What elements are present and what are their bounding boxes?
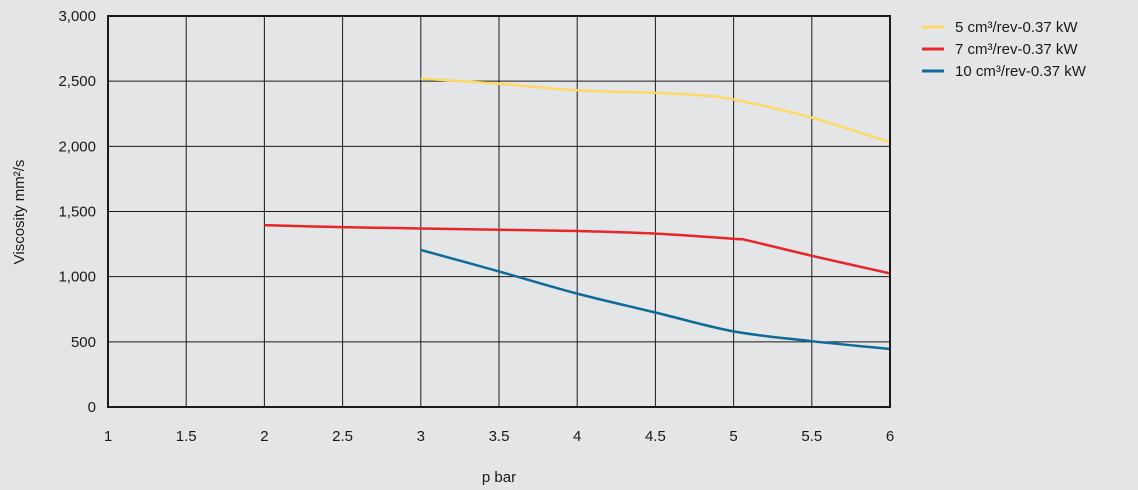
- y-tick-label: 3,000: [58, 8, 96, 25]
- y-tick-label: 2,500: [58, 73, 96, 90]
- x-tick-label: 3: [417, 428, 425, 445]
- x-axis-title: p bar: [482, 469, 516, 486]
- x-tick-label: 2: [260, 428, 268, 445]
- series-lines: [264, 77, 891, 351]
- y-tick-label: 1,000: [58, 269, 96, 286]
- legend-label-2: 7 cm³/rev-0.37 kW: [955, 41, 1078, 58]
- x-tick-label: 1.5: [176, 428, 197, 445]
- series-line-3: [420, 248, 891, 351]
- y-axis-title: Viscosity mm²/s: [11, 160, 28, 265]
- y-axis-tick-labels: 0 500 1,000 1,500 2,000 2,500 3,000: [58, 8, 96, 416]
- x-tick-label: 2.5: [332, 428, 353, 445]
- y-tick-label: 500: [71, 334, 96, 351]
- y-tick-label: 1,500: [58, 204, 96, 221]
- x-tick-label: 5.5: [801, 428, 822, 445]
- y-tick-label: 0: [88, 399, 96, 416]
- x-tick-label: 6: [886, 428, 894, 445]
- x-axis-tick-labels: 1 1.5 2 2.5 3 3.5 4 4.5 5 5.5 6: [104, 428, 894, 445]
- y-tick-label: 2,000: [58, 138, 96, 155]
- series-line-1: [420, 77, 891, 144]
- x-tick-label: 5: [729, 428, 737, 445]
- x-tick-label: 4: [573, 428, 581, 445]
- x-tick-label: 4.5: [645, 428, 666, 445]
- legend-label-1: 5 cm³/rev-0.37 kW: [955, 19, 1078, 36]
- x-tick-label: 3.5: [489, 428, 510, 445]
- legend-label-3: 10 cm³/rev-0.37 kW: [955, 63, 1087, 80]
- series-line-2: [264, 223, 891, 275]
- legend: 5 cm³/rev-0.37 kW 7 cm³/rev-0.37 kW 10 cm³…: [922, 19, 1087, 80]
- x-tick-label: 1: [104, 428, 112, 445]
- plot-frame: [107, 15, 891, 408]
